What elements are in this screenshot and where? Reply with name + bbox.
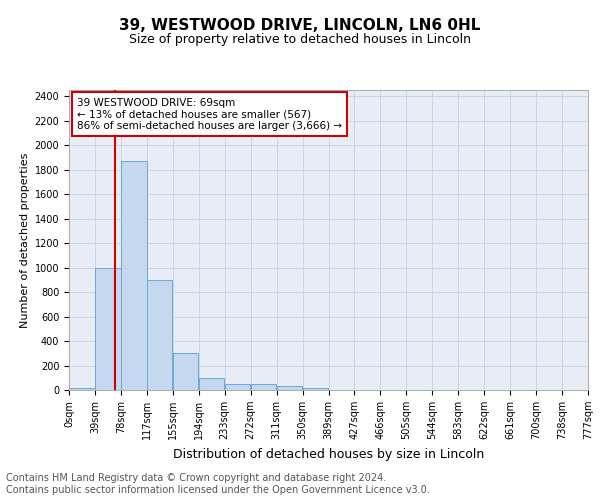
Text: 39 WESTWOOD DRIVE: 69sqm
← 13% of detached houses are smaller (567)
86% of semi-: 39 WESTWOOD DRIVE: 69sqm ← 13% of detach…: [77, 98, 342, 130]
Bar: [147, 280, 172, 390]
Bar: [277, 386, 302, 390]
Bar: [302, 388, 328, 390]
Bar: [121, 161, 146, 390]
Text: 39, WESTWOOD DRIVE, LINCOLN, LN6 0HL: 39, WESTWOOD DRIVE, LINCOLN, LN6 0HL: [119, 18, 481, 32]
Y-axis label: Number of detached properties: Number of detached properties: [20, 152, 31, 328]
Text: Contains HM Land Registry data © Crown copyright and database right 2024.
Contai: Contains HM Land Registry data © Crown c…: [6, 474, 430, 495]
Text: Size of property relative to detached houses in Lincoln: Size of property relative to detached ho…: [129, 32, 471, 46]
Bar: [173, 354, 199, 390]
Bar: [95, 268, 121, 390]
Bar: [251, 384, 276, 390]
Bar: [69, 388, 95, 390]
Bar: [199, 378, 224, 390]
X-axis label: Distribution of detached houses by size in Lincoln: Distribution of detached houses by size …: [173, 448, 484, 460]
Bar: [224, 384, 250, 390]
